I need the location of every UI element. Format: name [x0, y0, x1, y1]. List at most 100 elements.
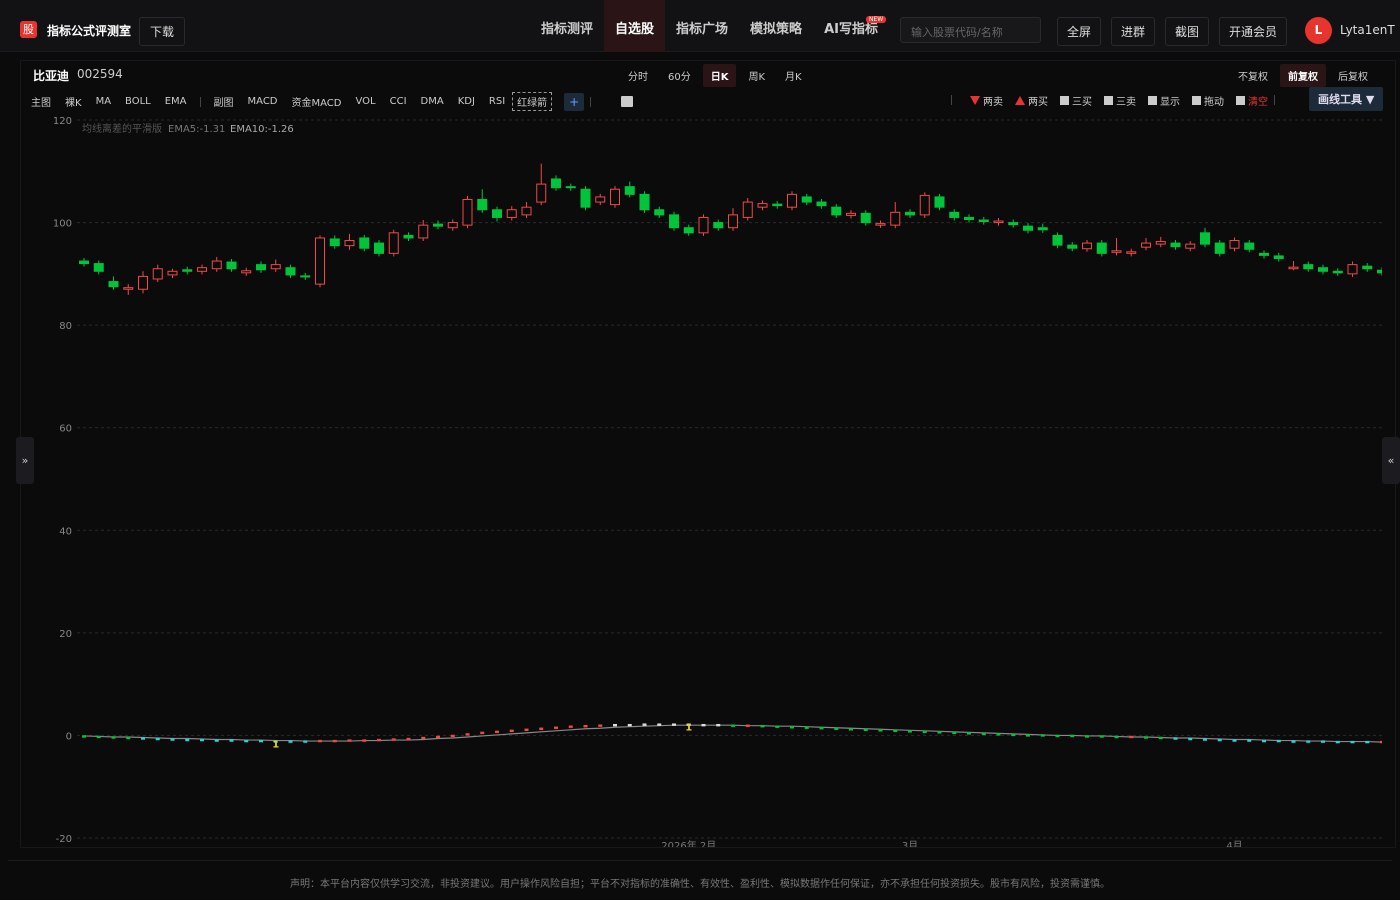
tool[interactable]: 拖动	[1192, 93, 1224, 108]
add-indicator[interactable]: +	[564, 92, 585, 111]
ema5-dot	[436, 735, 440, 739]
ema5-dot	[141, 737, 145, 740]
tool-label: 三买	[1072, 96, 1092, 108]
adjust-option[interactable]: 不复权	[1238, 72, 1268, 83]
sub-indicator[interactable]: 资金MACD	[291, 98, 342, 109]
ema5-dot	[863, 728, 868, 731]
ema5-dot	[716, 723, 721, 727]
sub-indicator[interactable]: MACD	[247, 96, 278, 107]
ema5-dot	[996, 733, 1001, 736]
nav-item[interactable]: 自选股	[604, 0, 666, 52]
ema5-dot	[539, 727, 544, 730]
header-button[interactable]: 全屏	[1057, 17, 1102, 46]
username[interactable]: Lyta1enT	[1340, 23, 1395, 37]
candle-body	[1170, 242, 1181, 248]
ema5-dot	[672, 723, 676, 726]
nav-item[interactable]: 指标广场	[676, 22, 729, 37]
candle-body	[329, 238, 340, 247]
stock-code: 002594	[77, 67, 123, 81]
period[interactable]: 60分	[668, 72, 691, 83]
ema5-dot	[583, 724, 588, 728]
draw-tools[interactable]: 画线工具 ▼	[1309, 87, 1384, 111]
main-indicator[interactable]: MA	[95, 96, 112, 107]
tool[interactable]: 清空	[1236, 93, 1268, 108]
ema5-dot	[952, 731, 957, 735]
tool[interactable]: 三卖	[1104, 93, 1136, 108]
header-button[interactable]: 进群	[1111, 17, 1156, 46]
tool[interactable]: 显示	[1148, 93, 1180, 108]
candle-body	[669, 214, 679, 229]
main-indicator[interactable]: BOLL	[125, 96, 151, 107]
candle-body	[403, 234, 414, 239]
download-button[interactable]: 下载	[139, 17, 186, 46]
ema5-dot	[362, 739, 367, 742]
main-indicator[interactable]: EMA	[164, 96, 187, 107]
avatar[interactable]: L	[1305, 17, 1332, 44]
candle-body	[521, 206, 532, 216]
sub-indicator[interactable]: CCI	[389, 96, 407, 107]
period[interactable]: 周K	[748, 72, 766, 83]
nav-item[interactable]: AI写指标	[824, 22, 878, 37]
tool-label: 三卖	[1116, 96, 1136, 108]
candle-body	[536, 183, 547, 203]
header-button[interactable]: 截图	[1165, 17, 1210, 46]
tool[interactable]: 两买	[1015, 93, 1048, 108]
main-indicator[interactable]: 裸K	[65, 98, 82, 109]
save-icon[interactable]	[621, 96, 634, 107]
ema5-dot	[1365, 740, 1370, 744]
ema5-dot	[288, 740, 293, 743]
period[interactable]: 月K	[785, 72, 802, 83]
logo[interactable]: 股	[20, 21, 37, 38]
ema5-dot	[804, 726, 809, 729]
candle-body	[1126, 251, 1137, 254]
legend-text: EMA10:-1.26	[230, 124, 294, 135]
candle-body	[241, 270, 252, 274]
period[interactable]: 分时	[628, 72, 648, 83]
y-tick-label: 20	[59, 629, 72, 640]
legend-text: 均线离差的平滑版	[82, 122, 162, 135]
sub-indicator[interactable]: RSI	[488, 96, 506, 107]
sub-indicator[interactable]: 红绿箭	[512, 92, 553, 111]
sub-indicator[interactable]: 副图	[213, 98, 234, 109]
signal-toolbar: 两卖 两买 三买 三卖 显示 拖动 清空	[945, 90, 1281, 110]
ema5-dot	[509, 729, 514, 733]
candle-body	[1362, 265, 1373, 270]
collapse-left[interactable]: »	[16, 437, 34, 484]
ema5-dot	[613, 723, 617, 727]
ema5-dot	[701, 723, 706, 727]
brand[interactable]: 指标公式评测室	[47, 24, 132, 38]
adjust-option[interactable]: 前复权	[1280, 64, 1326, 87]
candle-body	[506, 209, 517, 218]
candle-body	[1273, 255, 1284, 259]
nav-item[interactable]: 指标测评	[541, 22, 594, 37]
ema5-dot	[318, 739, 322, 743]
search-input[interactable]: 输入股票代码/名称	[900, 17, 1041, 43]
x-tick-label: 3月	[902, 840, 918, 847]
ema5-dot	[893, 729, 898, 733]
ema5-dot	[1114, 735, 1119, 739]
ema5-dot	[244, 739, 249, 743]
ema5-dot	[878, 729, 883, 732]
header-button[interactable]: 开通会员	[1219, 17, 1288, 46]
tool[interactable]: 三买	[1060, 93, 1092, 108]
y-tick-label: 40	[59, 526, 72, 537]
main-indicator[interactable]: 主图	[31, 98, 51, 109]
nav-item[interactable]: 模拟策略	[750, 22, 803, 37]
tool-icon	[1104, 95, 1113, 105]
candle-body	[934, 196, 945, 208]
divider	[8, 860, 1392, 861]
adjust-option[interactable]: 后复权	[1338, 72, 1368, 83]
sub-indicator[interactable]: KDJ	[457, 96, 475, 107]
tool[interactable]: 两卖	[970, 93, 1003, 108]
candle-body	[433, 223, 443, 227]
sub-indicator[interactable]: DMA	[420, 96, 444, 107]
candle-body	[551, 178, 561, 189]
ema5-dot	[686, 723, 691, 726]
sub-indicator[interactable]: VOL	[355, 96, 376, 107]
ema5-dot	[642, 723, 647, 726]
tool-icon	[1060, 95, 1069, 105]
period[interactable]: 日K	[702, 64, 737, 87]
ema5-dot	[1085, 735, 1089, 738]
candle-body	[580, 188, 591, 208]
collapse-right[interactable]: «	[1382, 437, 1400, 484]
